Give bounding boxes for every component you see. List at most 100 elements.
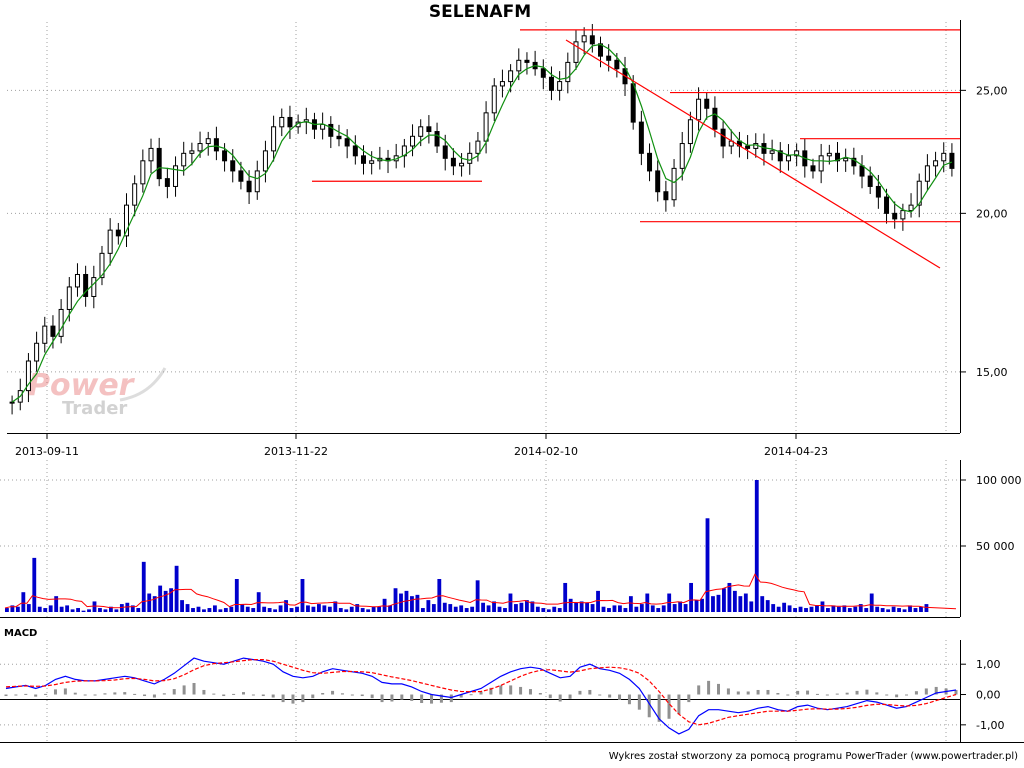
volume-bar-164 (902, 609, 907, 612)
macd-hist-bar-47 (469, 694, 473, 696)
macd-hist-bar-0 (4, 694, 8, 697)
volume-bar-43 (240, 604, 245, 612)
macd-hist-bar-18 (182, 685, 186, 695)
macd-hist-bar-86 (855, 690, 859, 695)
volume-bar-8 (48, 605, 53, 612)
macd-hist-bar-2 (24, 693, 28, 695)
volume-bar-51 (284, 600, 288, 612)
volume-bar-69 (382, 598, 387, 612)
macd-title: MACD (4, 628, 37, 639)
candle-body-115 (949, 152, 955, 169)
candle-body-17 (148, 147, 154, 162)
candle-body-71 (589, 35, 595, 45)
volume-bar-166 (913, 608, 918, 612)
volume-bar-30 (169, 588, 174, 612)
macd-hist-bar-26 (261, 694, 265, 697)
candle-body-85 (704, 98, 710, 109)
volume-bar-95 (524, 600, 529, 612)
candle-body-87 (720, 128, 726, 147)
candle-body-105 (867, 175, 873, 187)
candle-body-6 (58, 308, 64, 337)
volume-average-line (4, 573, 957, 610)
macd-hist-bar-38 (380, 694, 384, 703)
volume-bar-9 (54, 596, 59, 612)
macd-hist-bar-63 (627, 694, 631, 705)
volume-bar-138 (760, 596, 765, 612)
macd-hist-bar-64 (637, 694, 641, 710)
macd-hist-bar-27 (271, 694, 275, 698)
volume-bar-6 (37, 606, 42, 612)
watermark-logo-trader: Trader (62, 398, 127, 419)
macd-hist-bar-39 (390, 694, 394, 702)
macd-signal-line (5, 658, 957, 726)
volume-bar-106 (585, 602, 590, 612)
candle-body-82 (679, 143, 685, 169)
macd-hist-bar-51 (509, 685, 513, 695)
candle-body-24 (205, 138, 211, 145)
volume-bar-109 (601, 606, 606, 612)
volume-bar-133 (732, 590, 737, 612)
candle-body-18 (156, 147, 162, 180)
volume-bar-55 (306, 605, 310, 612)
macd-hist-bar-66 (657, 694, 661, 722)
volume-bar-73 (404, 590, 409, 612)
macd-hist-bar-19 (192, 682, 196, 695)
candle-body-63 (524, 59, 530, 63)
volume-bar-100 (552, 606, 557, 612)
volume-bar-165 (908, 605, 912, 612)
candle-body-26 (222, 150, 228, 162)
volume-bar-44 (245, 606, 250, 612)
candle-body-109 (900, 210, 906, 220)
macd-hist-bar-29 (291, 694, 295, 704)
candle-body-0 (9, 401, 15, 404)
volume-bar-107 (590, 604, 595, 612)
macd-hist-bar-70 (697, 685, 701, 695)
macd-hist-bar-31 (311, 694, 315, 699)
volume-bar-14 (81, 610, 86, 612)
candle-body-90 (745, 145, 751, 149)
volume-bar-124 (683, 604, 688, 612)
macd-hist-bar-92 (914, 691, 918, 695)
volume-bar-105 (579, 601, 584, 612)
volume-bar-3 (21, 592, 26, 612)
volume-panel: 50 000 100 000 (0, 460, 1022, 618)
macd-hist-bar-52 (519, 686, 523, 695)
volume-bar-52 (289, 608, 294, 612)
candle-body-29 (246, 180, 252, 193)
candle-body-84 (696, 98, 702, 121)
macd-hist-bar-35 (350, 694, 354, 696)
trend-line-descending-1 (565, 39, 941, 269)
volume-bar-84 (464, 608, 469, 612)
trend-lines (565, 39, 941, 269)
volume-bar-94 (519, 602, 524, 612)
candle-body-15 (132, 183, 138, 206)
volume-bar-74 (410, 596, 414, 612)
volume-bar-120 (661, 605, 666, 612)
macd-hist-bar-7 (73, 692, 77, 695)
candle-body-50 (418, 126, 424, 137)
macd-ytick-label-2: -1,00 (976, 719, 1004, 732)
candle-body-61 (508, 70, 514, 83)
macd-hist-bar-81 (806, 690, 810, 695)
candle-body-43 (361, 155, 366, 164)
volume-bar-16 (92, 601, 97, 612)
volume-bar-20 (114, 609, 119, 612)
volume-bar-59 (327, 606, 332, 612)
macd-hist-bar-89 (885, 694, 889, 696)
volume-bar-91 (503, 608, 507, 612)
candle-body-32 (271, 126, 277, 152)
macd-hist-bar-36 (360, 694, 364, 697)
volume-bar-78 (431, 604, 436, 612)
volume-bar-156 (858, 604, 863, 612)
candle-body-9 (83, 273, 89, 297)
candle-body-81 (671, 167, 677, 201)
candle-body-22 (189, 150, 195, 154)
volume-bar-110 (607, 608, 611, 612)
macd-panel: MACD 1,00 0,00 -1,00 (0, 628, 1004, 742)
macd-ytick-label-0: 1,00 (976, 658, 1001, 671)
candle-body-27 (230, 160, 236, 172)
candle-body-78 (647, 152, 653, 172)
volume-bar-90 (497, 606, 502, 612)
candle-body-30 (254, 170, 260, 193)
volume-bar-71 (393, 588, 398, 612)
